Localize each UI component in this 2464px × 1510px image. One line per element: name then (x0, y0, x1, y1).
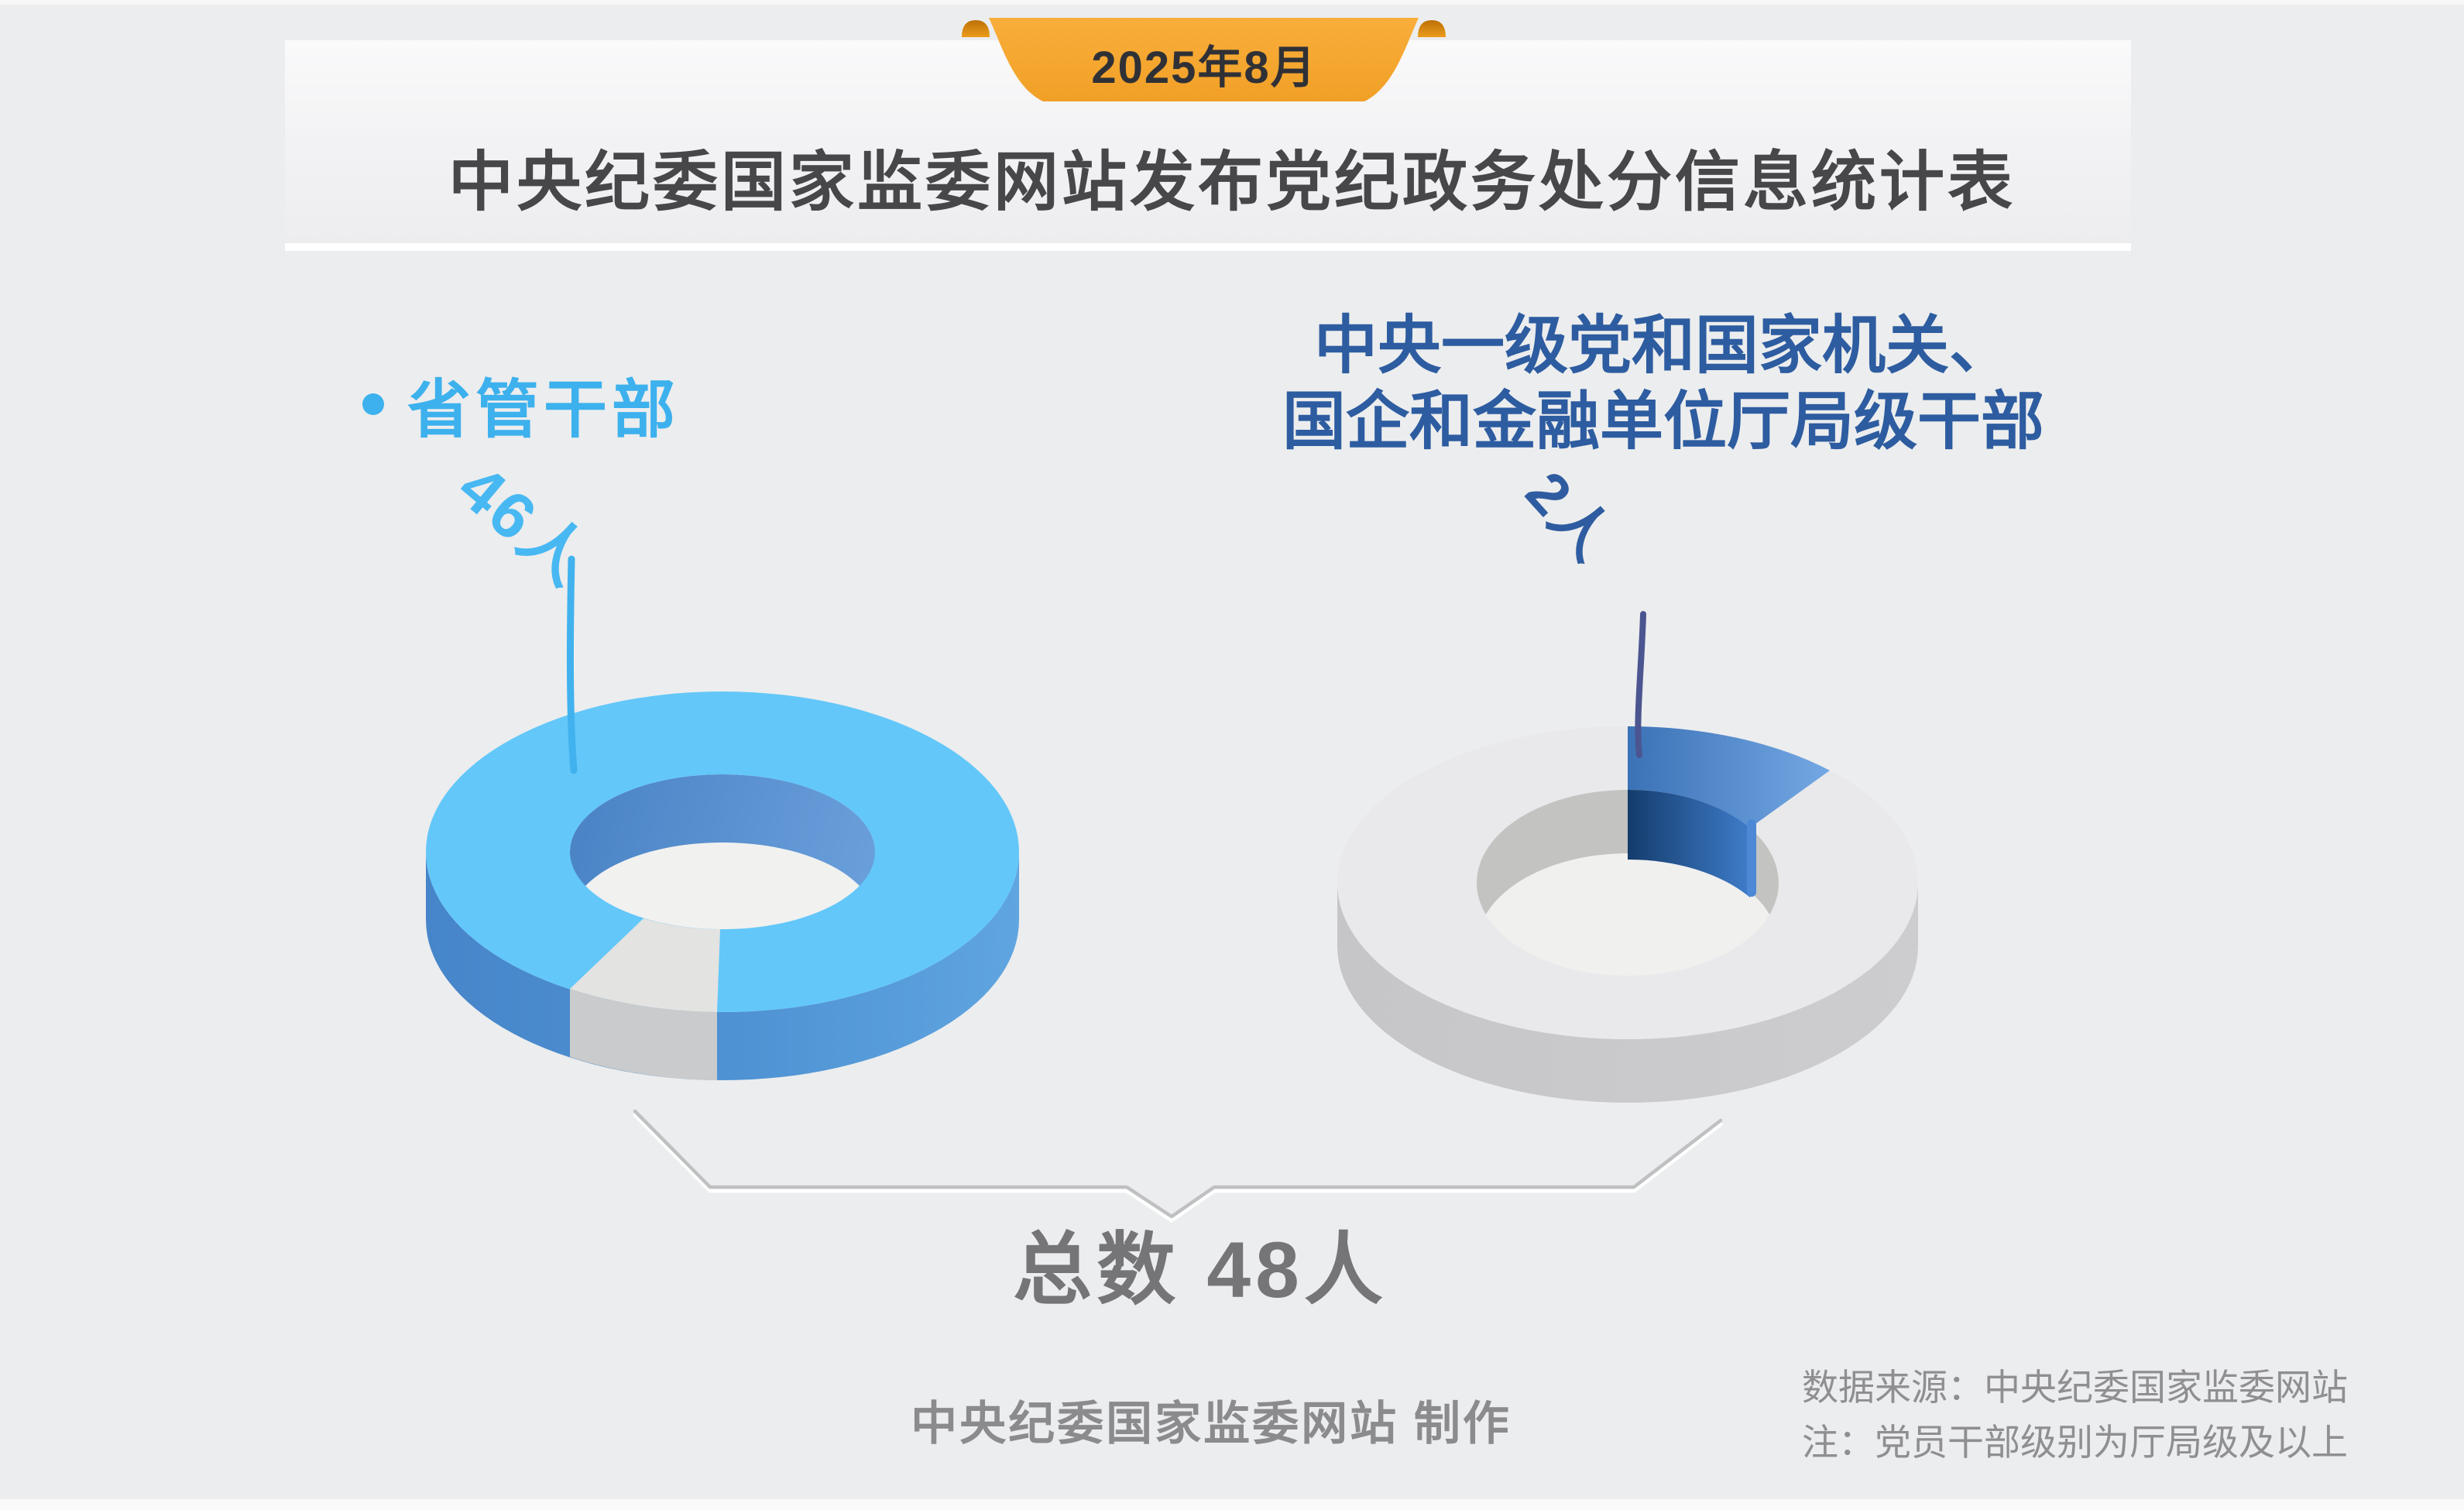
right-donut-blue-wedge-inner-wall (1628, 789, 1750, 897)
legend-right-line2: 国企和金融单位厅局级干部 (1282, 386, 2044, 458)
ribbon-fold-right-icon (1418, 20, 1446, 37)
legend-right-line1: 中央一级党和国家机关、 (1313, 311, 2013, 381)
left-donut-gray-wedge-side (570, 989, 717, 1080)
legend-right: 中央一级党和国家机关、 国企和金融单位厅局级干部 (1237, 308, 2089, 461)
left-callout-line (566, 555, 578, 774)
donut-chart-left (426, 555, 1019, 1080)
total-label: 总数 48人 (1013, 1226, 1388, 1314)
scope-note: 注：党员干部级别为厅局级及以上 (1802, 1423, 2348, 1464)
top-edge-strip (0, 0, 2464, 5)
right-callout-line (1635, 611, 1646, 758)
left-donut-gray-wedge-face (570, 918, 720, 1012)
legend-left: 省管干部 (362, 358, 680, 450)
banner-date: 2025年8月 (1091, 43, 1317, 93)
total-bracket (633, 1109, 1723, 1223)
ribbon-banner (962, 18, 1446, 101)
data-source-note: 数据来源：中央纪委国家监委网站 (1802, 1368, 2348, 1409)
legend-left-label: 省管干部 (407, 375, 681, 445)
ribbon-fold-left-icon (962, 20, 990, 37)
maker-credit: 中央纪委国家监委网站 制作 (911, 1398, 1512, 1450)
ribbon-body (989, 18, 1419, 101)
right-donut-blue-wedge-face (1628, 726, 1830, 828)
bottom-edge-strip (0, 1499, 2464, 1510)
footnotes: 数据来源：中央纪委国家监委网站 注：党员干部级别为厅局级及以上 (1802, 1361, 2348, 1472)
donut-chart-right (1337, 611, 1918, 1103)
right-donut-side (1337, 883, 1918, 1103)
bullet-icon (362, 393, 384, 415)
left-donut-inner-wall (570, 774, 875, 920)
page-title: 中央纪委国家监委网站发布党纪政务处分信息统计表 (448, 146, 2016, 218)
